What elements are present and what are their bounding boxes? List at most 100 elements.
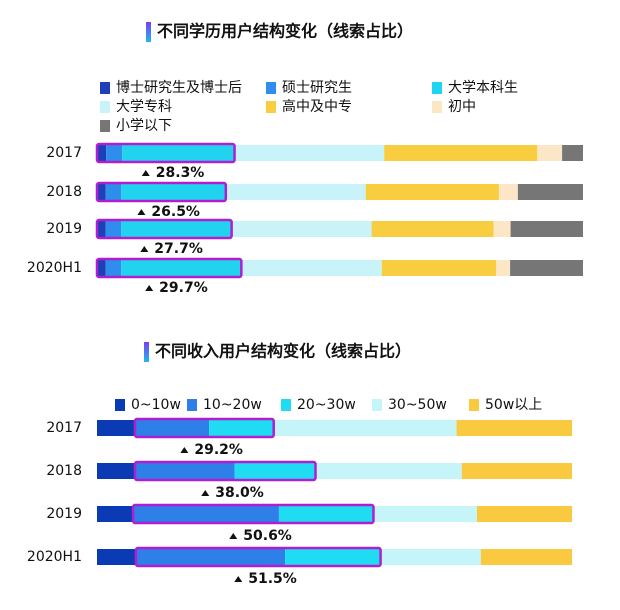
category-label: 2017 [46, 420, 82, 436]
annotation: 27.7% [154, 241, 203, 257]
annotation: 29.7% [159, 280, 208, 296]
up-triangle [201, 490, 210, 496]
annotation: 28.3% [156, 165, 205, 181]
legend-swatch [372, 399, 382, 411]
highlight-box [95, 142, 236, 164]
annotation: 38.0% [215, 485, 264, 501]
legend-label: 20~30w [297, 397, 356, 413]
bar-segment [97, 549, 136, 565]
highlight-box [131, 503, 375, 525]
bar-segment [105, 260, 122, 276]
legend-swatch [100, 82, 110, 94]
bar-segment [97, 221, 106, 237]
annotation: 29.2% [194, 442, 243, 458]
up-triangle [229, 533, 238, 539]
bar-segment [234, 463, 316, 479]
highlight-box [95, 218, 233, 240]
bar-segment [121, 221, 232, 237]
highlight-box [133, 417, 275, 439]
bar-segment [380, 549, 481, 565]
legend-swatch [266, 101, 276, 113]
bar-segment [537, 145, 563, 161]
up-triangle [137, 209, 146, 215]
highlight-box [95, 257, 243, 279]
category-label: 2020H1 [27, 549, 82, 565]
category-label: 2019 [46, 221, 82, 237]
bar-segment [105, 184, 122, 200]
legend-label: 博士研究生及博士后 [116, 79, 242, 96]
bar-segment [384, 145, 538, 161]
category-label: 2019 [46, 506, 82, 522]
legend-swatch [469, 399, 479, 411]
bar-segment [480, 549, 572, 565]
legend-label: 50w以上 [485, 397, 542, 413]
legend-label: 30~50w [388, 397, 447, 413]
chart-title: 不同学历用户结构变化（线索占比） [157, 22, 413, 41]
title-icon [144, 342, 149, 362]
legend-label: 10~20w [203, 397, 262, 413]
title-icon [146, 22, 151, 42]
bar-segment [278, 506, 374, 522]
bar-segment [371, 221, 494, 237]
annotation: 51.5% [248, 571, 297, 587]
category-label: 2017 [46, 145, 82, 161]
legend-swatch [187, 399, 197, 411]
legend-label: 初中 [448, 98, 476, 115]
annotation: 50.6% [243, 528, 292, 544]
bar-segment [315, 463, 462, 479]
bar-segment [241, 260, 382, 276]
bar-segment [285, 549, 381, 565]
bar-segment [97, 420, 135, 436]
legend-label: 高中及中专 [282, 98, 352, 115]
bar-segment [456, 420, 572, 436]
annotation: 26.5% [151, 204, 200, 220]
category-label: 2020H1 [27, 260, 82, 276]
bar-segment [135, 420, 210, 436]
bar-segment [562, 145, 583, 161]
highlight-box [95, 181, 228, 203]
legend-swatch [432, 101, 442, 113]
legend-swatch [115, 399, 125, 411]
bar-segment [496, 260, 511, 276]
legend-swatch [100, 101, 110, 113]
legend-swatch [432, 82, 442, 94]
bar-segment [209, 420, 274, 436]
bar-segment [234, 145, 385, 161]
bar-segment [461, 463, 572, 479]
legend-label: 小学以下 [116, 118, 172, 134]
bar-segment [133, 506, 279, 522]
bar-segment [121, 184, 226, 200]
bar-segment [97, 184, 106, 200]
category-label: 2018 [46, 463, 82, 479]
up-triangle [141, 170, 150, 176]
legend-label: 大学本科生 [448, 80, 518, 96]
legend-label: 0~10w [131, 397, 181, 413]
bar-segment [135, 463, 235, 479]
bar-segment [477, 506, 572, 522]
bar-segment [121, 260, 242, 276]
legend-swatch [281, 399, 291, 411]
up-triangle [234, 576, 243, 582]
bar-segment [517, 184, 583, 200]
bar-segment [510, 260, 583, 276]
up-triangle [180, 447, 189, 453]
chart-title: 不同收入用户结构变化（线索占比） [155, 342, 411, 361]
bar-segment [135, 549, 286, 565]
legend-label: 大学专科 [116, 99, 172, 115]
bar-segment [373, 506, 477, 522]
bar-segment [273, 420, 457, 436]
legend-swatch [100, 120, 110, 132]
bar-segment [97, 260, 106, 276]
highlight-box [133, 460, 317, 482]
bar-segment [97, 145, 107, 161]
bar-segment [105, 221, 122, 237]
bar-segment [365, 184, 499, 200]
bar-segment [231, 221, 372, 237]
up-triangle [140, 246, 149, 252]
bar-segment [122, 145, 235, 161]
category-label: 2018 [46, 184, 82, 200]
bar-segment [498, 184, 518, 200]
bar-segment [381, 260, 497, 276]
